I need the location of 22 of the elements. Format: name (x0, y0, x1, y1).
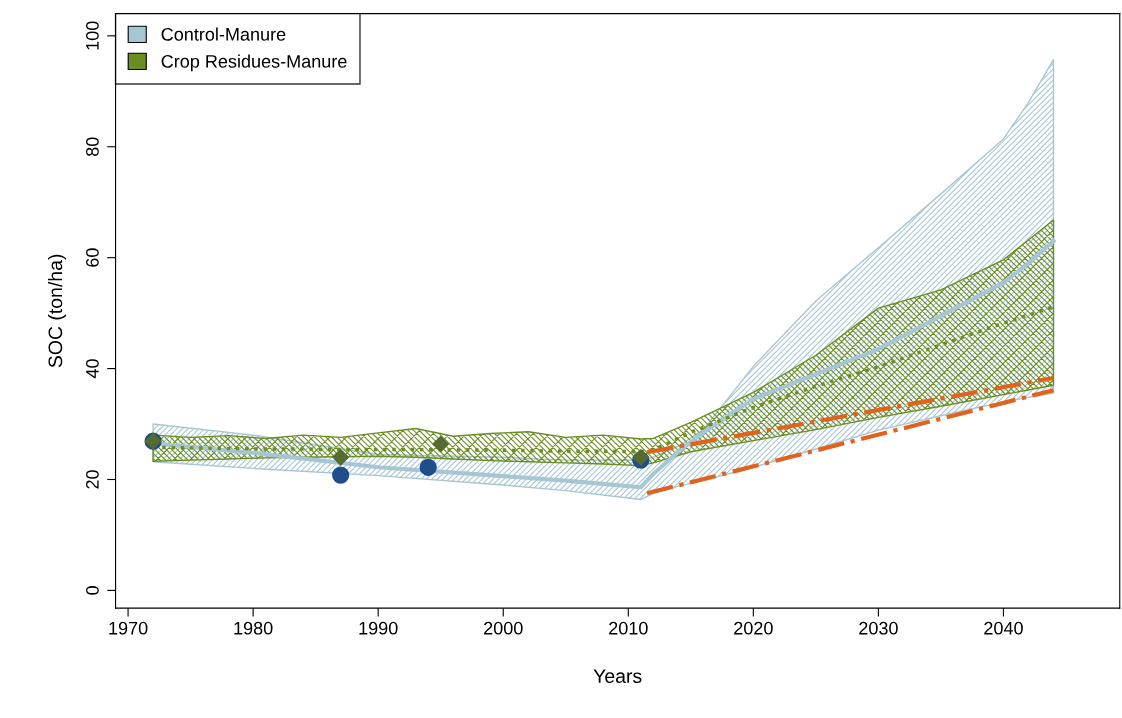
y-tick-label: 20 (86, 470, 99, 489)
y-tick-label: 40 (86, 359, 99, 379)
y-axis-title: SOC (ton/ha) (47, 254, 67, 368)
point (332, 448, 349, 466)
x-tick-label: 2040 (984, 621, 1023, 635)
point (432, 435, 450, 453)
x-tick-label: 1970 (109, 621, 148, 635)
x-tick-label: 2020 (734, 621, 773, 635)
legend-label: Control-Manure (161, 27, 286, 41)
point (332, 466, 350, 484)
y-tick-label: 0 (86, 586, 99, 595)
x-tick-label: 2010 (609, 621, 648, 635)
x-tick-label: 2000 (484, 621, 523, 635)
x-axis-title: Years (593, 669, 642, 684)
legend-label: Crop Residues-Manure (161, 54, 347, 72)
x-tick-label: 1980 (234, 621, 273, 635)
x-tick-label: 1990 (359, 621, 398, 635)
point (419, 458, 437, 476)
y-tick-label: 100 (86, 21, 99, 50)
y-tick-label: 60 (86, 248, 99, 267)
y-tick-label: 80 (86, 137, 99, 156)
x-tick-label: 2030 (859, 621, 898, 635)
